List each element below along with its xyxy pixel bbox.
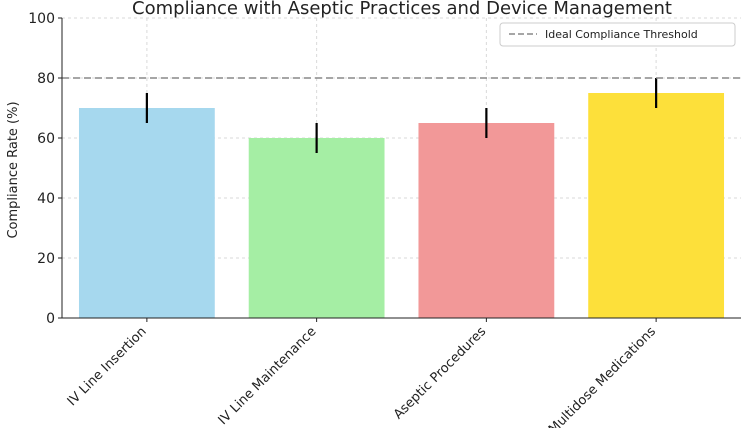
- legend-box: [499, 22, 736, 47]
- x-tick-label: IV Line Insertion: [65, 324, 150, 409]
- y-ticks: 0 20 40 60 80 100: [28, 11, 62, 327]
- x-tick-label: IV Line Maintenance: [216, 324, 320, 428]
- y-tick-label: 20: [37, 251, 55, 267]
- y-tick-label: 80: [37, 71, 55, 87]
- legend: Ideal Compliance Threshold: [499, 22, 736, 47]
- bar-4: [588, 93, 725, 318]
- x-ticks: IV Line Insertion IV Line Maintenance Asep…: [65, 318, 659, 428]
- bar-3: [418, 123, 555, 318]
- x-tick-label: Aseptic Procedures: [391, 324, 489, 422]
- bar-1: [78, 108, 215, 318]
- y-tick-label: 40: [37, 191, 55, 207]
- bar-2: [248, 138, 385, 318]
- legend-label: Ideal Compliance Threshold: [545, 28, 698, 41]
- x-tick-label: Multidose Medications: [546, 324, 659, 428]
- error-bars-layer: [145, 78, 658, 153]
- y-axis-label: Compliance Rate (%): [6, 101, 21, 238]
- y-tick-label: 100: [28, 11, 55, 27]
- y-tick-label: 60: [37, 131, 55, 147]
- bars-layer: [78, 93, 725, 318]
- chart-title: Compliance with Aseptic Practices and De…: [132, 0, 672, 19]
- y-tick-label: 0: [46, 311, 55, 327]
